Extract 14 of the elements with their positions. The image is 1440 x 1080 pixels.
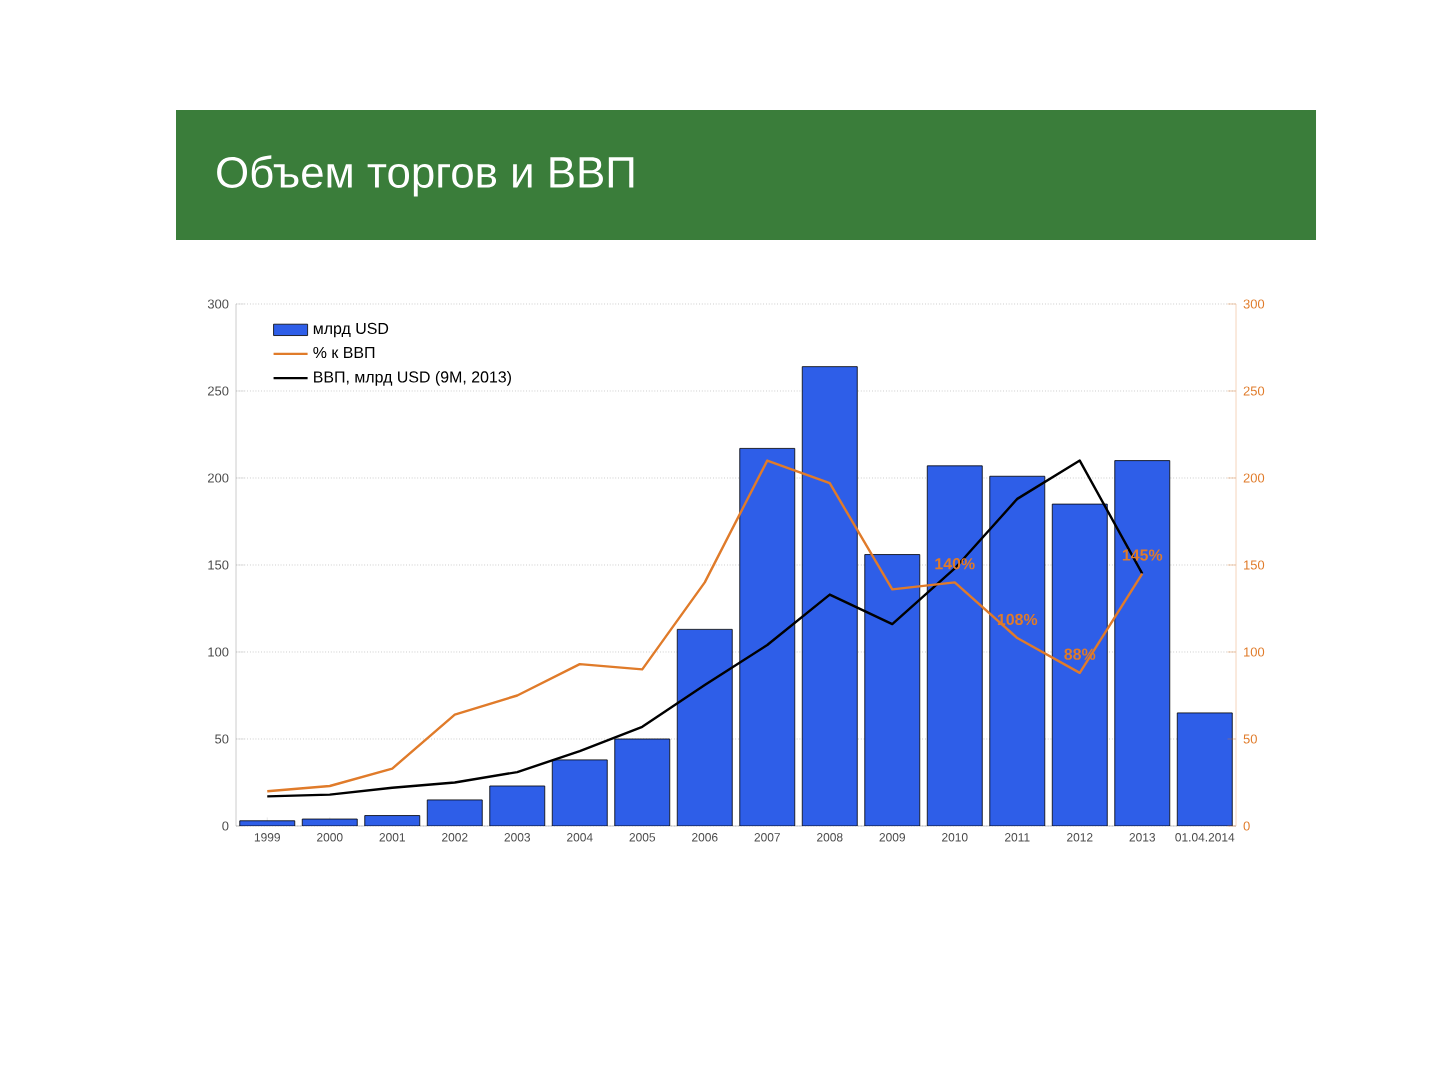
bar xyxy=(489,785,546,826)
chart-title: Объем торгов и ВВП xyxy=(217,155,634,197)
bar xyxy=(864,554,921,826)
bar xyxy=(1051,503,1108,826)
bar xyxy=(801,366,858,826)
bar xyxy=(427,799,483,826)
bar xyxy=(989,475,1046,826)
bar xyxy=(676,628,733,826)
bar xyxy=(1176,712,1233,826)
bar xyxy=(739,448,796,826)
bar xyxy=(926,465,983,826)
bar xyxy=(614,738,671,826)
bar xyxy=(1114,460,1171,826)
bar xyxy=(551,759,608,826)
